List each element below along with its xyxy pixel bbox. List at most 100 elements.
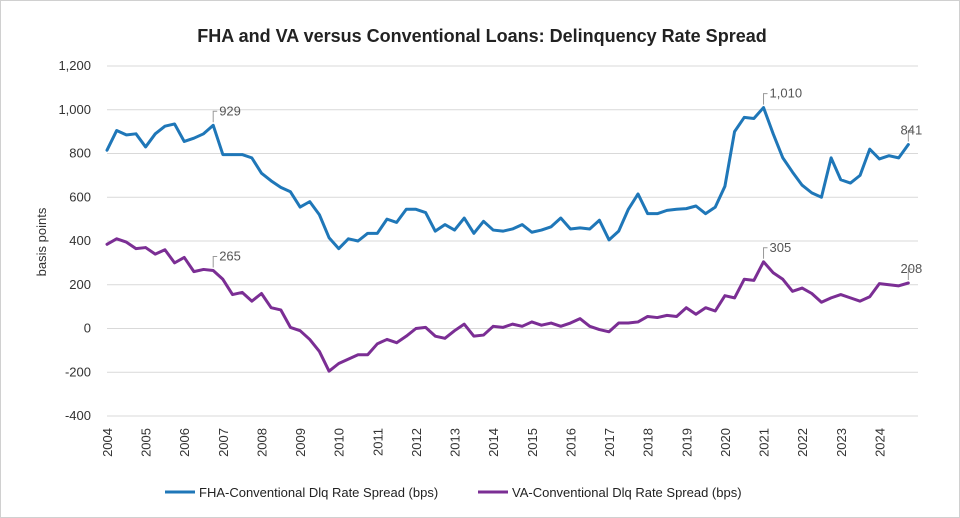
x-tick-label: 2008 [254, 428, 269, 457]
data-point [414, 327, 418, 330]
data-point [511, 227, 514, 231]
data-point [675, 208, 678, 211]
data-point [897, 156, 900, 160]
x-tick-label: 2019 [679, 428, 694, 457]
data-point [472, 334, 476, 338]
data-point [308, 338, 311, 341]
data-point [463, 216, 466, 220]
data-point [878, 157, 881, 161]
y-tick-label: 1,000 [58, 102, 91, 117]
data-point [752, 279, 756, 282]
data-point [212, 269, 215, 272]
y-tick-label: -400 [65, 408, 91, 423]
data-point [598, 328, 601, 331]
y-tick-label: 0 [84, 321, 91, 336]
annotation-label: 841 [900, 123, 922, 138]
x-tick-label: 2006 [177, 428, 192, 457]
x-tick-label: 2012 [409, 428, 424, 457]
data-point [327, 369, 331, 373]
grid-lines [107, 65, 918, 417]
data-point [453, 329, 456, 332]
data-point [424, 211, 427, 214]
data-point [453, 228, 456, 232]
data-point [839, 293, 842, 296]
data-point [269, 306, 273, 309]
data-point [260, 292, 263, 295]
data-point [646, 212, 649, 215]
data-point [298, 329, 302, 332]
data-point [269, 179, 273, 183]
data-point [501, 326, 505, 329]
annotation-leader [763, 247, 768, 259]
data-point [318, 350, 321, 353]
data-point [588, 227, 591, 231]
y-tick-label: 400 [69, 233, 91, 248]
data-point [434, 229, 437, 233]
data-point [868, 147, 871, 151]
annotation-label: 1,010 [770, 86, 803, 101]
data-point [704, 306, 707, 309]
y-tick-label: 800 [69, 146, 91, 161]
data-point [636, 320, 640, 324]
data-point [656, 316, 659, 319]
data-point [723, 185, 727, 188]
data-point [714, 205, 717, 209]
data-point [897, 284, 900, 288]
data-point [289, 190, 292, 193]
data-point [491, 228, 495, 232]
data-point [549, 225, 553, 228]
x-tick-label: 2021 [757, 428, 772, 457]
data-point [675, 315, 678, 318]
series-points-1 [105, 237, 910, 373]
data-point [646, 315, 649, 318]
y-tick-label: 1,200 [58, 58, 91, 73]
x-tick-label: 2005 [139, 428, 154, 457]
x-axis-ticks: 2004 2005 2006 2007 2008 2009 2010 2011 2012 2013… [100, 428, 887, 457]
data-point [192, 270, 196, 273]
data-point [163, 124, 167, 128]
data-point [800, 184, 804, 187]
x-tick-label: 2020 [718, 428, 733, 457]
data-point [279, 186, 282, 189]
data-point [820, 301, 823, 304]
data-point [289, 326, 292, 329]
annotation-leader [907, 268, 913, 280]
data-point [250, 299, 254, 303]
data-point [752, 117, 756, 120]
data-point [327, 236, 331, 239]
data-point [781, 156, 785, 160]
data-point [791, 290, 794, 293]
annotation-leader [212, 256, 218, 268]
data-point [540, 228, 543, 232]
data-point [376, 232, 379, 235]
data-point [356, 239, 360, 243]
data-point [434, 334, 437, 338]
data-point [878, 282, 881, 285]
data-point [405, 208, 408, 211]
data-point [240, 153, 244, 156]
x-tick-label: 2024 [872, 428, 887, 457]
data-point [221, 153, 225, 156]
x-tick-label: 2011 [370, 428, 385, 456]
x-tick-label: 2022 [795, 428, 810, 457]
data-point [800, 286, 804, 290]
data-point [395, 341, 398, 344]
data-point [520, 223, 524, 226]
data-point [578, 226, 582, 230]
data-point [154, 252, 157, 256]
series-lines [105, 106, 910, 373]
data-point [192, 136, 196, 140]
series-line-1 [105, 237, 910, 373]
data-annotations: 929 1,010 841 265 305 208 [212, 86, 922, 280]
x-tick-label: 2023 [834, 428, 849, 457]
data-point [173, 261, 176, 265]
data-point [617, 229, 620, 233]
annotation-label: 305 [770, 240, 792, 255]
data-point [907, 143, 910, 146]
data-point [743, 116, 746, 119]
data-point [578, 317, 582, 320]
data-point [347, 357, 350, 361]
data-point [356, 353, 360, 356]
x-tick-label: 2016 [563, 428, 578, 457]
